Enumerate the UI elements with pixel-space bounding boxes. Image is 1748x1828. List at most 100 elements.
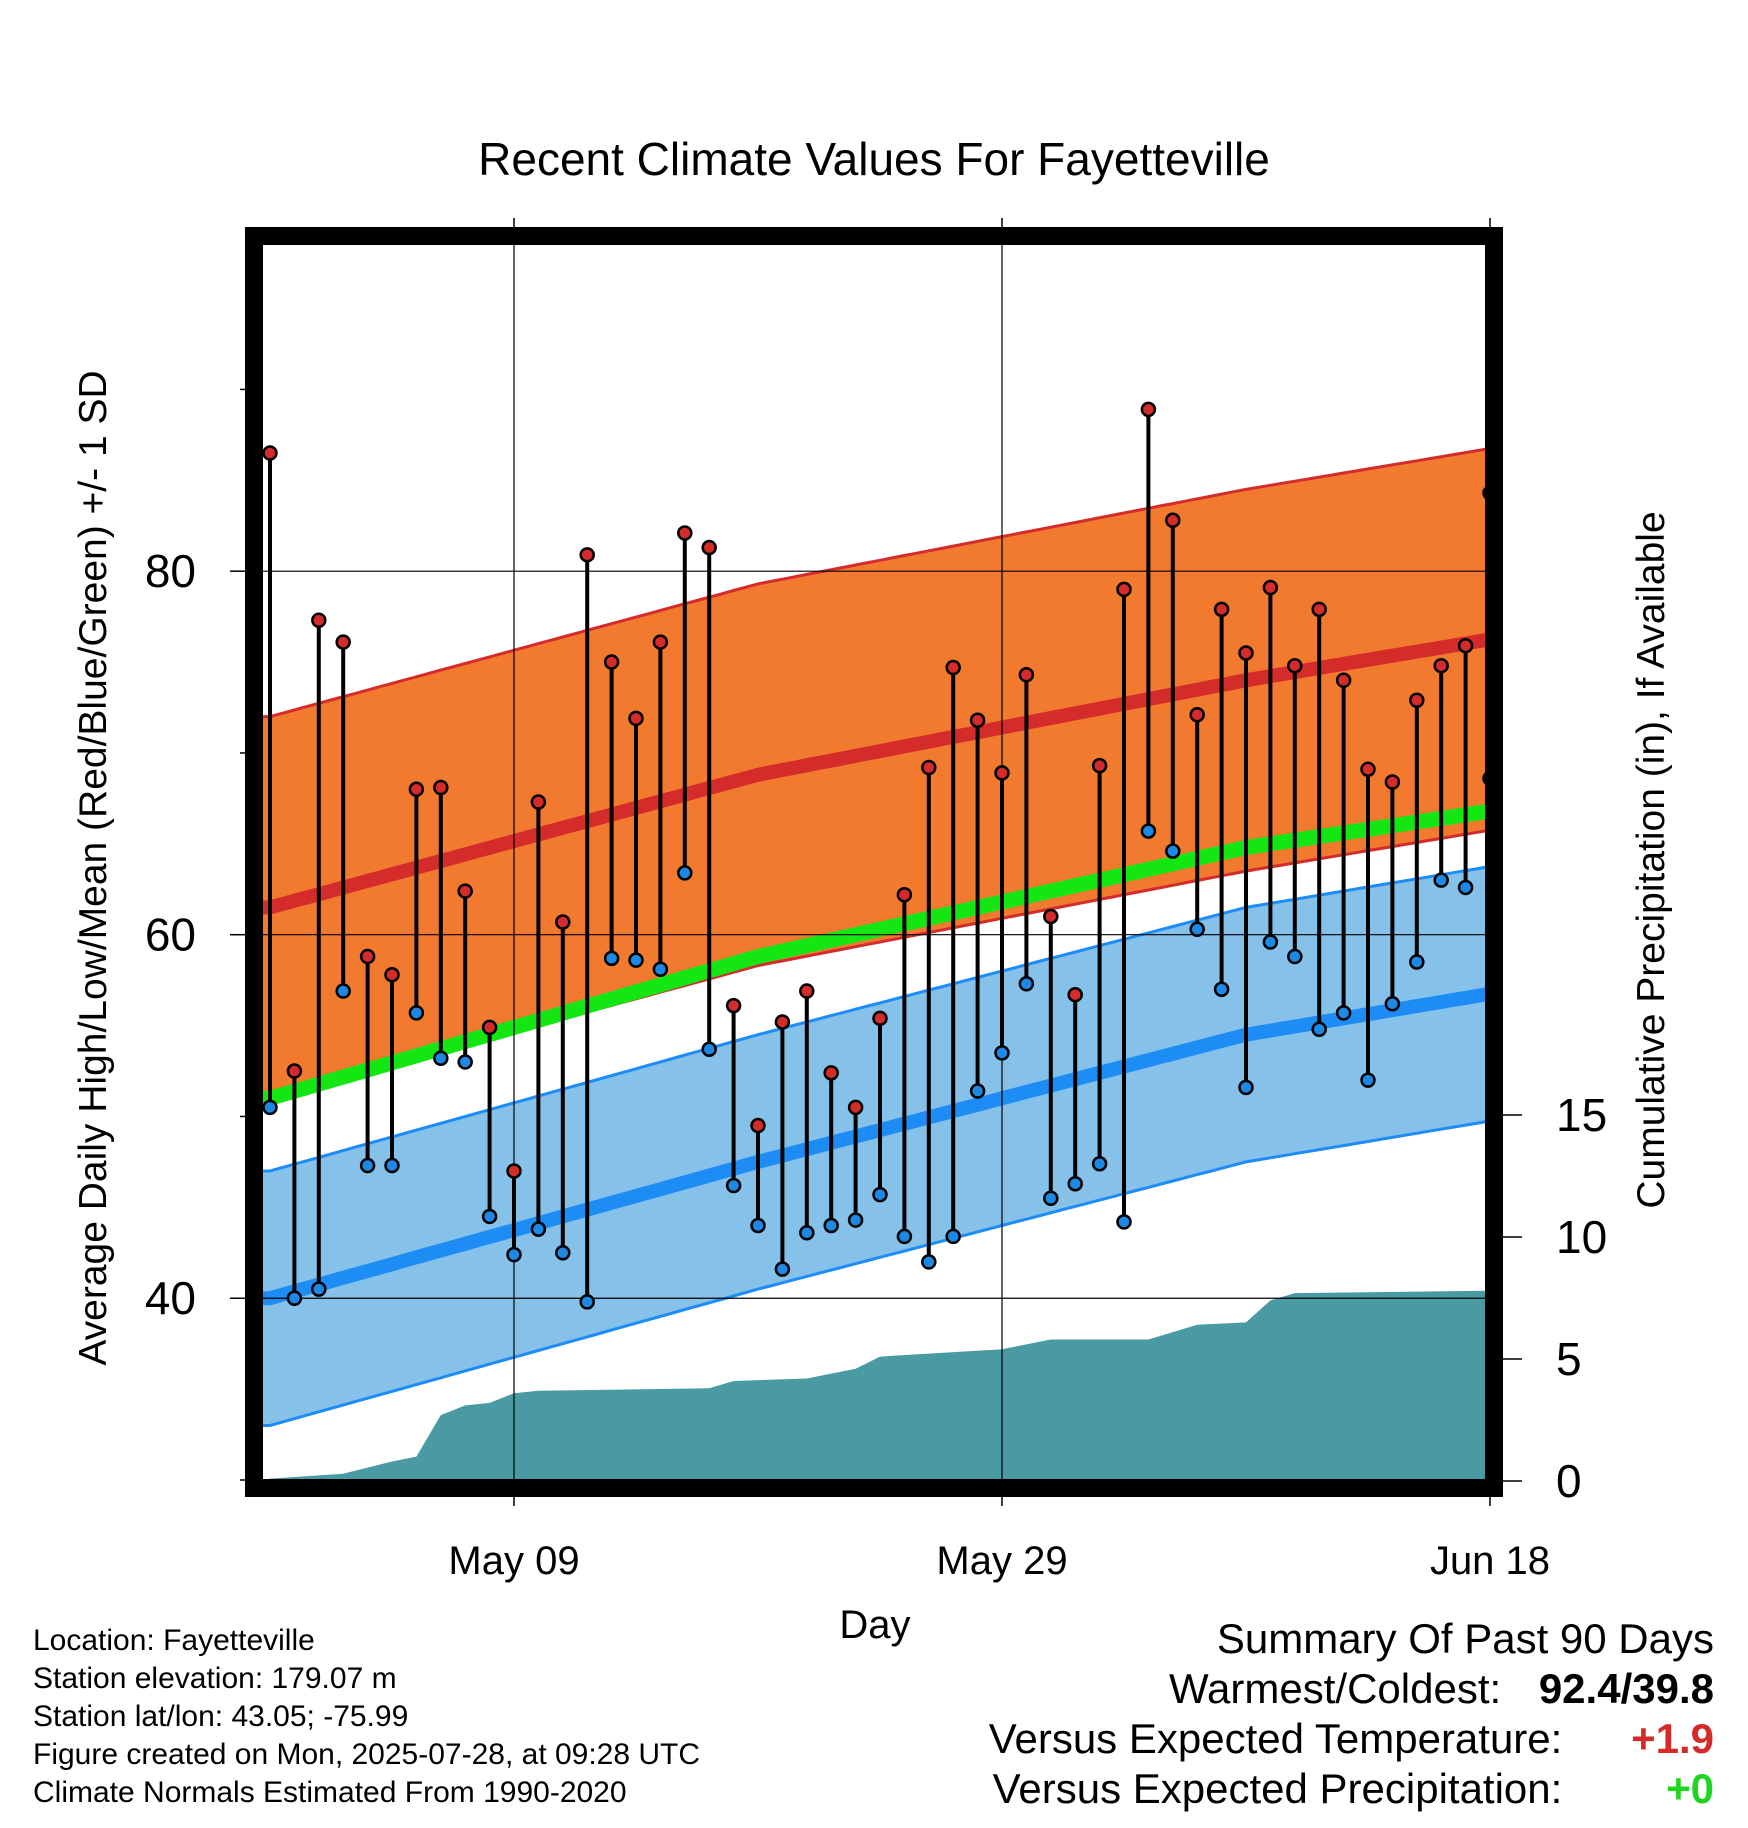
daily-high-point — [994, 765, 1010, 781]
daily-high-point — [1654, 476, 1667, 489]
daily-high-point — [1606, 343, 1619, 356]
daily-high-point — [1213, 601, 1230, 618]
daily-high-point — [774, 1014, 791, 1030]
daily-low-point — [286, 1290, 303, 1306]
daily-low-point — [945, 1228, 961, 1245]
daily-low-point — [335, 983, 351, 999]
y2-tick-label: 5 — [1556, 1333, 1582, 1385]
daily-high-point — [1067, 986, 1083, 1003]
low-band-upper-edge — [262, 865, 1486, 1173]
daily-high-point — [969, 712, 986, 728]
daily-low-point — [1116, 1214, 1132, 1230]
daily-high-point — [1043, 908, 1059, 925]
daily-low-point — [1606, 636, 1619, 649]
latlon-text: Station lat/lon: 43.05; -75.99 — [33, 1700, 409, 1733]
daily-high-point — [408, 781, 425, 798]
daily-low-point — [579, 1294, 595, 1310]
daily-low-point — [457, 1054, 473, 1070]
daily-low-point — [359, 1157, 376, 1174]
daily-high-point — [750, 1117, 766, 1134]
daily-high-point — [921, 759, 937, 776]
daily-low-point — [1262, 934, 1279, 950]
daily-high-point — [457, 883, 473, 899]
daily-low-point — [1189, 921, 1205, 938]
daily-low-point — [799, 1225, 815, 1241]
daily-low-point — [311, 1281, 327, 1297]
precip-anomaly-value: +0 — [1666, 1765, 1714, 1812]
daily-low-point — [1679, 874, 1692, 887]
daily-high-point — [579, 547, 595, 563]
y2-tick-label: 0 — [1556, 1455, 1582, 1507]
daily-high-point — [823, 1065, 839, 1081]
x-tick-label: May 09 — [448, 1539, 579, 1583]
daily-low-point — [1043, 1190, 1059, 1207]
daily-low-point — [823, 1217, 839, 1234]
high-band-upper-edge — [262, 447, 1486, 719]
daily-high-point — [262, 445, 278, 461]
summary-heading: Summary Of Past 90 Days — [1216, 1615, 1714, 1662]
daily-low-point — [1384, 996, 1401, 1012]
daily-high-point — [628, 710, 644, 727]
warmest-coldest-row: Warmest/Coldest: 92.4/39.8 — [989, 1664, 1714, 1714]
daily-low-point — [750, 1217, 766, 1234]
daily-low-point — [1532, 948, 1545, 961]
daily-high-point — [506, 1163, 522, 1179]
daily-high-point — [1140, 401, 1157, 418]
elevation-text: Station elevation: 179.07 m — [33, 1662, 397, 1695]
daily-high-point — [1262, 579, 1279, 596]
daily-low-point — [1360, 1072, 1376, 1088]
low-sd-band — [262, 867, 1486, 1426]
daily-high-point — [1189, 707, 1205, 723]
low-band-lower-edge — [262, 1120, 1486, 1427]
x-tick-label: Jun 18 — [1430, 1539, 1550, 1583]
plot-area — [262, 244, 1692, 1480]
daily-high-point — [1091, 757, 1108, 774]
daily-high-point — [1165, 512, 1181, 529]
daily-high-point — [1409, 692, 1425, 708]
daily-high-point — [311, 612, 327, 629]
daily-high-point — [1457, 637, 1474, 654]
daily-low-point — [408, 1005, 425, 1021]
daily-high-point — [603, 654, 620, 670]
daily-high-point — [1335, 672, 1352, 688]
daily-high-point — [1238, 645, 1254, 661]
daily-low-point — [506, 1246, 522, 1263]
created-text: Figure created on Mon, 2025-07-28, at 09… — [33, 1738, 701, 1771]
y2-axis-label: Cumulative Precipitation (in), If Availa… — [1630, 511, 1673, 1208]
daily-low-point — [896, 1228, 913, 1245]
y2-tick-label: 15 — [1556, 1089, 1607, 1141]
daily-high-point — [1311, 601, 1327, 618]
daily-low-point — [872, 1186, 888, 1203]
daily-high-point — [1433, 657, 1449, 674]
y-tick-label: 40 — [145, 1272, 196, 1324]
daily-high-point — [433, 779, 449, 796]
daily-low-point — [555, 1245, 571, 1261]
daily-low-point — [530, 1221, 547, 1237]
daily-low-point — [994, 1045, 1010, 1061]
daily-low-point — [481, 1208, 498, 1225]
daily-low-point — [1213, 981, 1230, 997]
daily-high-point — [1557, 483, 1570, 496]
daily-low-point — [262, 1099, 278, 1116]
daily-high-point — [1360, 761, 1376, 778]
daily-high-point — [1018, 667, 1035, 683]
daily-high-point — [1287, 657, 1303, 674]
daily-low-point — [1140, 823, 1157, 839]
daily-low-point — [774, 1261, 791, 1277]
daily-low-point — [1508, 941, 1521, 954]
temp-anomaly-row: Versus Expected Temperature: +1.9 — [989, 1714, 1714, 1764]
plot-frame — [245, 227, 1503, 1497]
warmest-coldest-label: Warmest/Coldest: — [1168, 1665, 1502, 1712]
normal-high-line — [262, 632, 1486, 915]
daily-low-point — [969, 1083, 986, 1099]
temp-anomaly-value: +1.9 — [1631, 1715, 1714, 1762]
daily-low-point — [1581, 794, 1594, 807]
daily-low-point — [1335, 1005, 1352, 1021]
daily-low-point — [725, 1177, 742, 1194]
daily-high-point — [945, 659, 961, 676]
temp-anomaly-label: Versus Expected Temperature: — [988, 1715, 1563, 1762]
daily-high-point — [725, 997, 742, 1014]
daily-high-point — [1116, 581, 1132, 598]
precip-anomaly-label: Versus Expected Precipitation: — [992, 1765, 1563, 1812]
